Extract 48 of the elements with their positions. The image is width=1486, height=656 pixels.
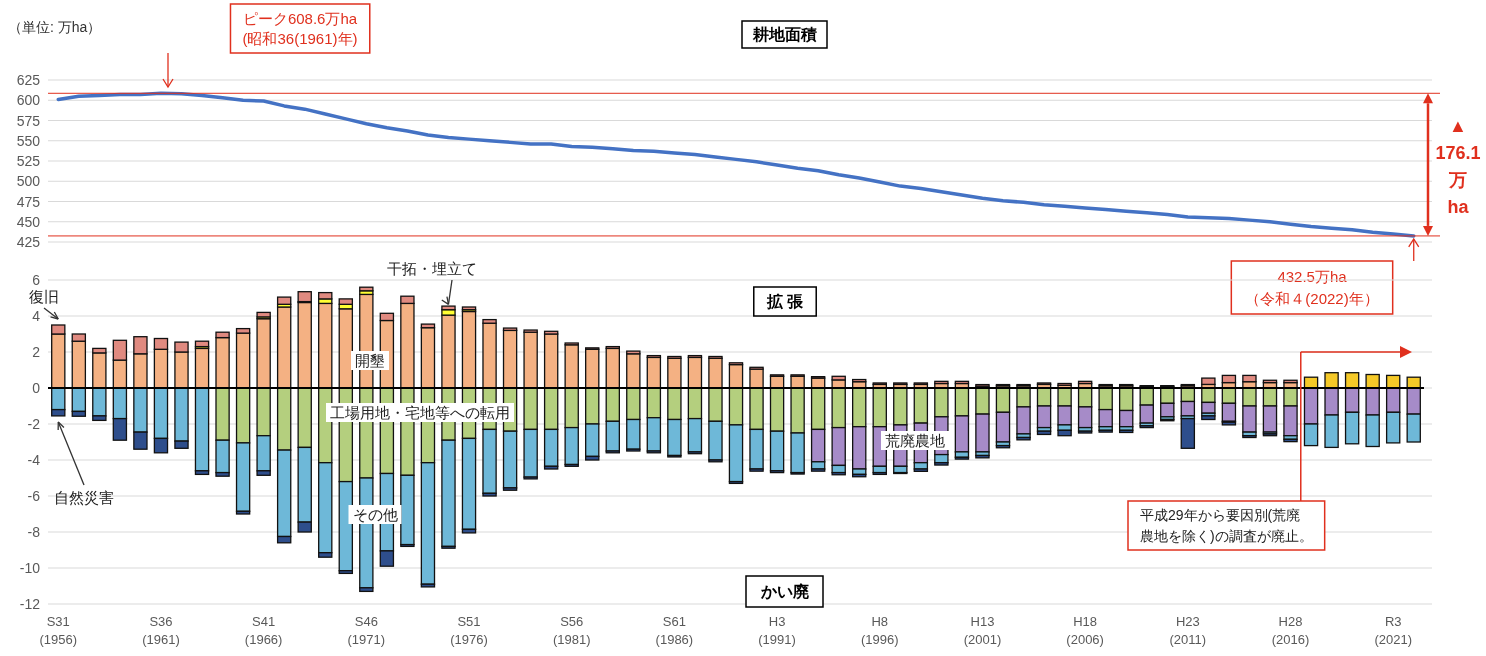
y-tick-label: -4 [27, 452, 41, 468]
y-tick-label: 6 [32, 272, 41, 288]
y-tick-label: 2 [32, 344, 41, 360]
series-label: 工場用地・宅地等への転用 [330, 404, 510, 421]
x-tick-label: S51 (1976) [450, 614, 488, 647]
y-tick-label: 500 [16, 173, 41, 190]
text: ピーク608.6万ha (昭和36(1961)年) [242, 10, 358, 47]
annotation: 平成29年から要因別(荒廃農地を除く)の調査が廃止。 [1140, 507, 1313, 544]
x-tick-label: H8 (1996) [860, 614, 899, 647]
y-tick-label: 525 [16, 153, 41, 169]
annotation: 拡 張 [765, 293, 805, 310]
text: （単位: 万ha） [8, 19, 102, 35]
y-tick-label: 575 [16, 112, 41, 129]
x-tick-label: S36 (1961) [142, 614, 180, 647]
y-tick-label: -2 [27, 416, 41, 432]
x-tick-label: S61 (1986) [655, 614, 694, 647]
x-tick-label: H13 (2001) [963, 614, 1002, 647]
series-label: 開墾 [355, 352, 385, 369]
y-tick-label: 600 [16, 92, 41, 109]
x-tick-label: H28 (2016) [1271, 614, 1310, 647]
y-tick-label: -10 [19, 560, 41, 576]
x-tick-label: H18 (2006) [1066, 614, 1104, 647]
text: 自然災害 [54, 489, 114, 506]
text: ▲ 176.1 万 ha [1435, 116, 1481, 217]
y-tick-label: -6 [27, 488, 41, 504]
series-label: 荒廃農地 [885, 432, 945, 449]
y-tick-label: -12 [19, 596, 41, 612]
y-tick-label: -8 [27, 524, 41, 540]
y-tick-label: 475 [16, 193, 41, 210]
x-tick-label: S31 (1956) [39, 614, 78, 647]
y-tick-label: 625 [16, 72, 41, 88]
y-tick-label: 425 [16, 234, 41, 250]
y-tick-label: 4 [32, 308, 41, 324]
y-tick-label: 0 [32, 380, 41, 396]
x-tick-label: H3 (1991) [758, 614, 796, 647]
chart-title: 耕地面積 [752, 26, 817, 43]
x-tick-label: S41 (1966) [244, 614, 283, 647]
x-tick-label: H23 (2011) [1169, 614, 1207, 647]
x-tick-label: S46 (1971) [347, 614, 386, 647]
series-label: 干拓・埋立て [387, 260, 477, 277]
y-tick-label: 550 [16, 132, 41, 149]
y-tick-label: 450 [16, 213, 41, 230]
x-tick-label: S56 (1981) [552, 614, 591, 647]
annotation: かい廃 [760, 583, 809, 600]
series-label: その他 [352, 506, 398, 523]
x-tick-label: R3 (2021) [1374, 614, 1412, 647]
series-label: 復旧 [29, 288, 59, 305]
annotation: 432.5万ha （令和４(2022)年） [1245, 268, 1379, 307]
